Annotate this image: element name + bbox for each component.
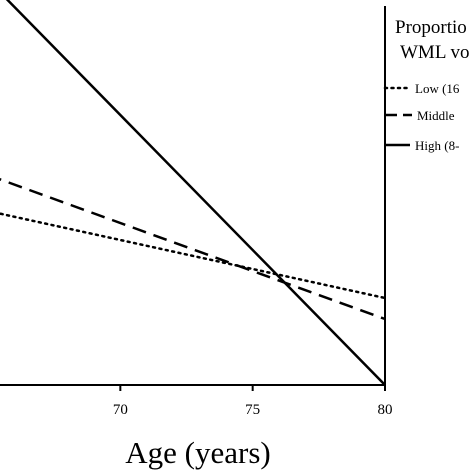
x-axis-label: Age (years) [125,435,270,470]
legend-title-line-2: WML vo [400,42,469,63]
legend-label: Middle [417,108,455,123]
plot-area: 70 75 80 [0,0,393,418]
x-tick-label: 80 [378,402,393,418]
series-lines [0,0,387,386]
series-line-dotted [0,212,387,300]
legend: Proportio WML vo Low (16 Middle High (8- [383,17,469,153]
series-line-solid [5,0,386,386]
legend-title-line-1: Proportio [395,17,467,38]
legend-label: High (8- [415,138,459,153]
x-tick-label: 75 [245,402,260,418]
x-tick-label: 70 [113,402,128,418]
legend-label: Low (16 [415,81,460,96]
legend-entries: Low (16 Middle High (8- [383,81,460,153]
x-ticks: 70 75 80 [113,385,393,418]
series-line-dashed [0,178,386,321]
